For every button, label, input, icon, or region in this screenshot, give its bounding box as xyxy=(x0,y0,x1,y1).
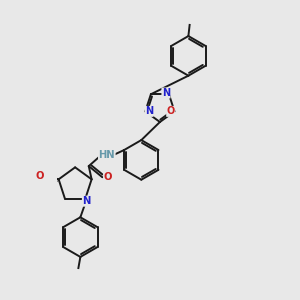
Text: N: N xyxy=(162,88,170,98)
Text: O: O xyxy=(167,106,175,116)
Text: HN: HN xyxy=(98,150,115,160)
Text: N: N xyxy=(145,106,153,116)
Text: O: O xyxy=(103,172,112,182)
Text: O: O xyxy=(35,171,44,181)
Text: N: N xyxy=(82,196,91,206)
